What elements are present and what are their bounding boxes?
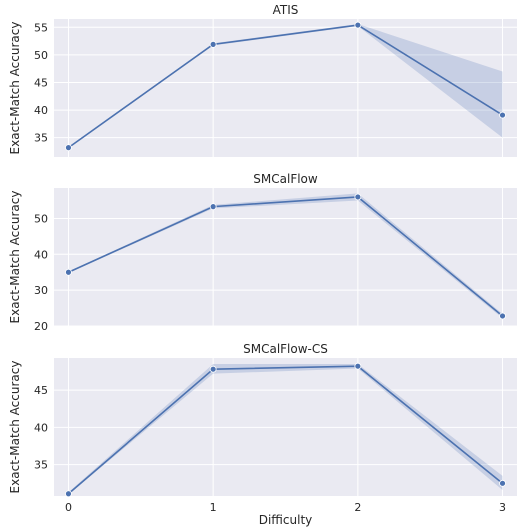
y-tick-label: 40 [34, 248, 48, 261]
data-point [354, 21, 362, 29]
confidence-band [68, 363, 503, 495]
y-axis-label: Exact-Match Accuracy [8, 361, 22, 494]
y-tick-label: 45 [34, 384, 48, 397]
data-point [499, 111, 506, 119]
data-point [354, 362, 362, 370]
y-tick-label: 35 [34, 459, 48, 472]
data-point [209, 365, 217, 373]
series-line [67, 365, 504, 495]
chart-panel-0: 35 40 45 50 55 ATIS Exact-Match Accuracy [8, 3, 517, 157]
y-tick-label: 35 [34, 132, 48, 145]
x-tick-label: 0 [65, 501, 72, 514]
data-point [65, 268, 72, 276]
data-point [499, 312, 506, 320]
data-point [65, 144, 72, 152]
y-tick-label: 40 [34, 104, 48, 117]
plot-area [54, 188, 517, 326]
x-tick-label: 1 [210, 501, 217, 514]
x-tick-label: 2 [354, 501, 361, 514]
y-axis-label: Exact-Match Accuracy [8, 22, 22, 155]
data-point [209, 203, 217, 211]
y-tick-label: 50 [34, 212, 48, 225]
series-line [68, 24, 503, 149]
chart-title: SMCalFlow [253, 172, 318, 186]
series-line [68, 196, 504, 317]
chart-title: SMCalFlow-CS [243, 342, 328, 356]
y-axis-label: Exact-Match Accuracy [8, 191, 22, 324]
data-point [354, 193, 362, 201]
y-tick-label: 50 [34, 49, 48, 62]
confidence-band [68, 193, 503, 319]
plot-area [54, 19, 517, 157]
data-point [65, 490, 72, 498]
x-axis-label: Difficulty [259, 513, 313, 527]
chart-title: ATIS [273, 3, 299, 17]
y-tick-label: 20 [34, 320, 48, 333]
y-tick-label: 40 [34, 421, 48, 434]
y-tick-label: 45 [34, 76, 48, 89]
chart-panel-2: 35 40 45 0 1 2 3 SMCalFlow-CS Exact-Match Accura… [8, 342, 517, 527]
y-tick-label: 30 [34, 284, 48, 297]
chart-panel-1: 20 30 40 50 SMCalFlow Exact-Match Accuracy [8, 172, 517, 333]
y-tick-label: 55 [34, 21, 48, 34]
data-point [499, 479, 506, 487]
x-tick-label: 3 [499, 501, 506, 514]
data-point [209, 40, 217, 48]
